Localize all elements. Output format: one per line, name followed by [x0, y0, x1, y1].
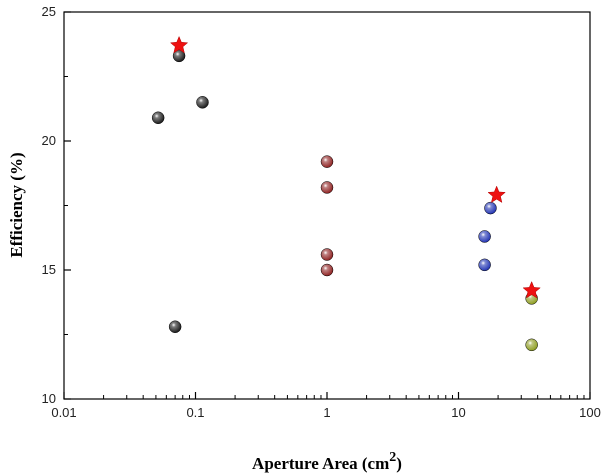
x-tick-label: 10 — [451, 405, 465, 420]
x-axis-title: Aperture Area (cm2) — [252, 450, 402, 473]
data-point — [484, 201, 497, 215]
data-point — [320, 155, 334, 168]
x-tick-label: 0.01 — [51, 405, 76, 420]
x-axis: 0.01 0.1 1 10 100 — [51, 392, 601, 420]
data-point — [478, 230, 491, 243]
data-point — [320, 181, 334, 194]
data-point — [320, 248, 334, 261]
data-point — [478, 258, 491, 272]
data-points — [151, 35, 541, 352]
y-axis: 10 15 20 25 — [42, 4, 71, 406]
star-marker — [522, 280, 541, 299]
x-axis-title-main: Aperture Area (cm — [252, 454, 389, 473]
x-axis-title-superscript: 2 — [389, 450, 396, 465]
x-tick-label: 1 — [323, 405, 330, 420]
star-marker — [487, 185, 506, 203]
data-point — [320, 263, 334, 277]
x-axis-title-close: ) — [396, 454, 402, 473]
star-marker — [169, 35, 189, 54]
y-tick-label: 10 — [42, 391, 56, 406]
y-tick-label: 20 — [42, 133, 56, 148]
data-point — [172, 49, 186, 63]
data-point — [168, 320, 182, 334]
y-tick-label: 25 — [42, 4, 56, 19]
data-point — [151, 111, 165, 125]
y-tick-label: 15 — [42, 262, 56, 277]
data-point — [525, 338, 538, 352]
x-tick-label: 0.1 — [186, 405, 204, 420]
y-axis-title: Efficiency (%) — [7, 152, 26, 257]
plot-frame — [63, 11, 591, 400]
x-tick-label: 100 — [579, 405, 601, 420]
data-point — [196, 96, 209, 109]
